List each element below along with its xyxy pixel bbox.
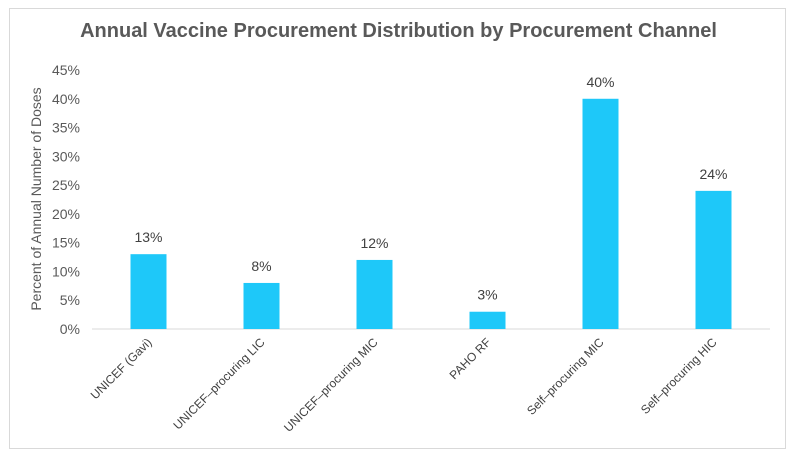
x-tick-label: Self–procuring HIC <box>638 335 720 417</box>
chart-title: Annual Vaccine Procurement Distribution … <box>80 20 717 42</box>
data-label: 13% <box>134 229 162 245</box>
y-tick-label: 20% <box>52 206 80 222</box>
y-tick-label: 25% <box>52 177 80 193</box>
y-tick-label: 10% <box>52 263 80 279</box>
y-tick-label: 0% <box>60 321 80 337</box>
x-tick-label: PAHO RF <box>447 335 494 382</box>
bar <box>243 282 280 329</box>
y-axis-ticks: 0% 5% 10% 15% 20% 25% 30% 35% 40% 45% <box>52 62 80 337</box>
y-tick-label: 35% <box>52 120 80 136</box>
x-tick-label: UNICEF–procuring MIC <box>281 335 381 435</box>
y-tick-label: 45% <box>52 62 80 78</box>
bars <box>130 98 732 330</box>
x-tick-label: UNICEF–procuring LIC <box>170 335 267 432</box>
bar <box>469 311 506 329</box>
data-label: 12% <box>360 235 388 251</box>
x-axis-tick-labels: UNICEF (Gavi) UNICEF–procuring LIC UNICEF–… <box>88 335 720 435</box>
data-label: 8% <box>251 258 271 274</box>
data-label: 3% <box>477 287 497 303</box>
y-axis-label: Percent of Annual Number of Doses <box>28 87 44 310</box>
data-labels: 13% 8% 12% 3% 40% 24% <box>134 74 727 303</box>
chart-area <box>9 8 786 449</box>
bar <box>695 190 732 329</box>
data-label: 24% <box>699 166 727 182</box>
bar <box>356 259 393 329</box>
x-tick-label: UNICEF (Gavi) <box>88 335 155 402</box>
y-tick-label: 30% <box>52 148 80 164</box>
bar <box>130 254 167 329</box>
data-label: 40% <box>586 74 614 90</box>
x-tick-label: Self–procuring MIC <box>524 335 607 418</box>
y-tick-label: 40% <box>52 91 80 107</box>
y-tick-label: 5% <box>60 292 80 308</box>
bar <box>582 98 619 330</box>
y-tick-label: 15% <box>52 235 80 251</box>
